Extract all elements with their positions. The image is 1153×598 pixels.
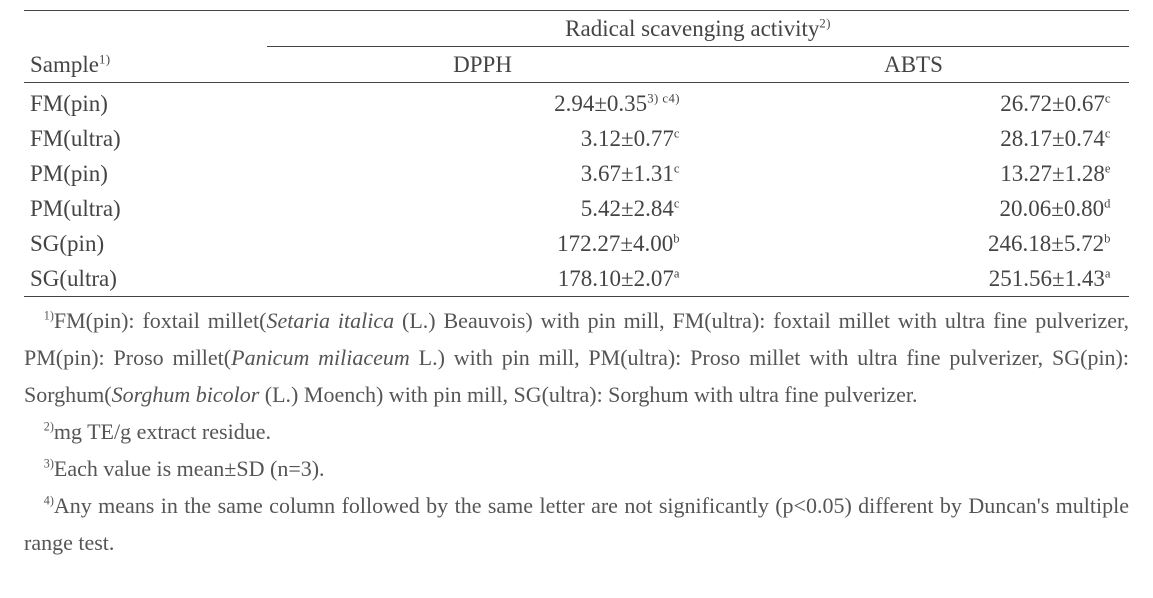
data-table: Sample1) Radical scavenging activity2) D… [24,10,1129,297]
footnote-1: 1)FM(pin): foxtail millet(Setaria italic… [24,303,1129,414]
table-row: PM(ultra) 5.42±2.84c 20.06±0.80d [24,191,1129,226]
table-row: SG(ultra) 178.10±2.07a 251.56±1.43a [24,261,1129,297]
cell-sample: SG(pin) [24,226,267,261]
header-spanner: Radical scavenging activity2) [267,11,1129,47]
cell-abts: 251.56±1.43a [698,261,1129,297]
header-abts: ABTS [698,47,1129,83]
header-spanner-sup: 2) [819,16,831,30]
footnotes: 1)FM(pin): foxtail millet(Setaria italic… [24,303,1129,562]
cell-dpph: 5.42±2.84c [267,191,698,226]
cell-abts: 26.72±0.67c [698,86,1129,121]
header-spanner-text: Radical scavenging activity [565,16,819,41]
footnote-4: 4)Any means in the same column followed … [24,488,1129,562]
cell-dpph: 178.10±2.07a [267,261,698,297]
header-dpph: DPPH [267,47,698,83]
header-sample-sup: 1) [99,52,111,66]
cell-dpph: 3.12±0.77c [267,121,698,156]
table-row: FM(ultra) 3.12±0.77c 28.17±0.74c [24,121,1129,156]
cell-sample: FM(ultra) [24,121,267,156]
table-row: PM(pin) 3.67±1.31c 13.27±1.28e [24,156,1129,191]
cell-abts: 20.06±0.80d [698,191,1129,226]
footnote-2: 2)mg TE/g extract residue. [24,414,1129,451]
cell-sample: FM(pin) [24,86,267,121]
cell-abts: 28.17±0.74c [698,121,1129,156]
cell-dpph: 172.27±4.00b [267,226,698,261]
page: Sample1) Radical scavenging activity2) D… [0,0,1153,598]
table-row: SG(pin) 172.27±4.00b 246.18±5.72b [24,226,1129,261]
cell-dpph: 2.94±0.353) c4) [267,86,698,121]
cell-abts: 246.18±5.72b [698,226,1129,261]
table-row: FM(pin) 2.94±0.353) c4) 26.72±0.67c [24,86,1129,121]
footnote-3: 3)Each value is mean±SD (n=3). [24,451,1129,488]
cell-sample: PM(ultra) [24,191,267,226]
cell-abts: 13.27±1.28e [698,156,1129,191]
cell-sample: SG(ultra) [24,261,267,297]
header-sample-text: Sample [30,52,99,77]
cell-sample: PM(pin) [24,156,267,191]
header-sample: Sample1) [24,11,267,83]
cell-dpph: 3.67±1.31c [267,156,698,191]
